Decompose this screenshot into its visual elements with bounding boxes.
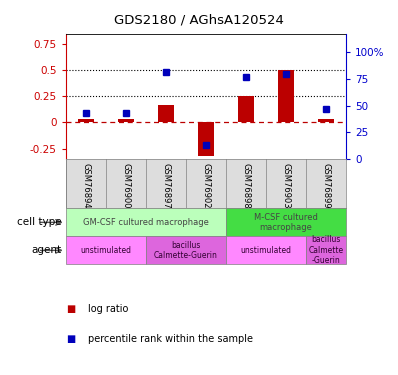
Bar	[226, 209, 346, 236]
Bar	[78, 119, 94, 122]
Text: log ratio: log ratio	[88, 304, 128, 314]
Text: agent: agent	[31, 245, 62, 255]
Bar	[318, 119, 334, 122]
Text: ■: ■	[66, 304, 75, 314]
Bar	[198, 122, 214, 156]
Bar	[146, 236, 226, 264]
Text: GSM76898: GSM76898	[242, 163, 251, 209]
Bar	[306, 236, 346, 264]
Bar	[118, 119, 134, 122]
Text: M-CSF cultured
macrophage: M-CSF cultured macrophage	[254, 213, 318, 232]
Text: percentile rank within the sample: percentile rank within the sample	[88, 334, 253, 344]
Bar	[278, 70, 294, 122]
Bar	[238, 96, 254, 122]
Text: bacillus
Calmette
-Guerin: bacillus Calmette -Guerin	[309, 236, 344, 265]
Text: cell type: cell type	[17, 217, 62, 227]
Text: GSM76897: GSM76897	[161, 163, 170, 209]
Text: unstimulated: unstimulated	[241, 246, 292, 255]
Bar	[226, 236, 306, 264]
Text: GSM76900: GSM76900	[121, 163, 130, 209]
Text: ■: ■	[66, 334, 75, 344]
Text: GDS2180 / AGhsA120524: GDS2180 / AGhsA120524	[114, 13, 284, 26]
Text: GSM76899: GSM76899	[322, 163, 331, 209]
Text: bacillus
Calmette-Guerin: bacillus Calmette-Guerin	[154, 241, 218, 260]
Text: unstimulated: unstimulated	[80, 246, 131, 255]
Text: GSM76903: GSM76903	[282, 163, 291, 209]
Text: GM-CSF cultured macrophage: GM-CSF cultured macrophage	[83, 218, 209, 227]
Bar	[66, 236, 146, 264]
Text: GSM76902: GSM76902	[201, 163, 211, 209]
Bar	[66, 209, 226, 236]
Bar	[158, 105, 174, 122]
Text: GSM76894: GSM76894	[81, 163, 90, 209]
